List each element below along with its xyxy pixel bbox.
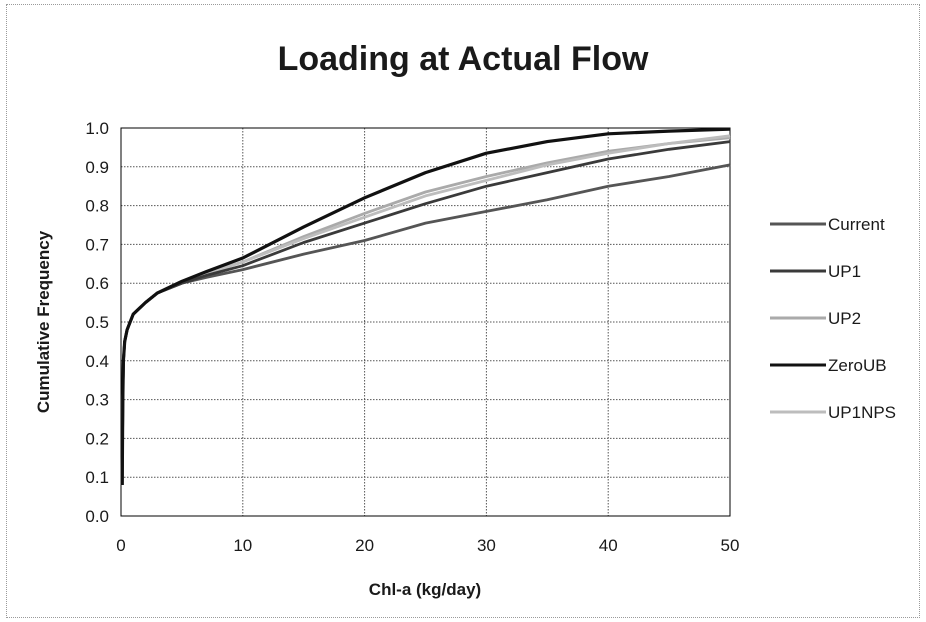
y-axis-label: Cumulative Frequency bbox=[34, 230, 53, 413]
x-tick-label: 50 bbox=[721, 536, 740, 555]
plot-area bbox=[120, 127, 731, 517]
series-line-current bbox=[120, 163, 731, 486]
legend-label-up1: UP1 bbox=[828, 262, 861, 281]
legend-label-up1nps: UP1NPS bbox=[828, 403, 896, 422]
legend-label-up2: UP2 bbox=[828, 309, 861, 328]
legend-label-zeroub: ZeroUB bbox=[828, 356, 887, 375]
legend: Current UP1 UP2 ZeroUB UP1NPS bbox=[770, 215, 896, 422]
x-axis-label: Chl-a (kg/day) bbox=[369, 580, 481, 599]
x-tick-label: 10 bbox=[233, 536, 252, 555]
series-line-up2 bbox=[120, 136, 731, 486]
series-line-up1nps bbox=[120, 134, 731, 486]
y-tick-label: 1.0 bbox=[85, 119, 109, 138]
series-lines bbox=[120, 127, 731, 486]
y-tick-label: 0.5 bbox=[85, 313, 109, 332]
x-tick-label: 40 bbox=[599, 536, 618, 555]
y-tick-label: 0.6 bbox=[85, 274, 109, 293]
x-axis-ticks: 0 10 20 30 40 50 bbox=[116, 536, 739, 555]
y-tick-label: 0.7 bbox=[85, 235, 109, 254]
y-axis-ticks: 0.0 0.1 0.2 0.3 0.4 0.5 0.6 0.7 0.8 0.9 1.0 bbox=[85, 119, 109, 526]
y-tick-label: 0.8 bbox=[85, 197, 109, 216]
x-tick-label: 0 bbox=[116, 536, 125, 555]
y-tick-label: 0.2 bbox=[85, 429, 109, 448]
legend-label-current: Current bbox=[828, 215, 885, 234]
grid bbox=[121, 127, 731, 516]
chart-title: Loading at Actual Flow bbox=[278, 40, 649, 78]
x-tick-label: 20 bbox=[355, 536, 374, 555]
x-tick-label: 30 bbox=[477, 536, 496, 555]
y-tick-label: 0.0 bbox=[85, 507, 109, 526]
y-tick-label: 0.3 bbox=[85, 391, 109, 410]
y-tick-label: 0.1 bbox=[85, 468, 109, 487]
series-line-zeroub bbox=[120, 127, 731, 486]
chart-frame bbox=[6, 4, 920, 618]
y-tick-label: 0.4 bbox=[85, 352, 109, 371]
y-tick-label: 0.9 bbox=[85, 158, 109, 177]
